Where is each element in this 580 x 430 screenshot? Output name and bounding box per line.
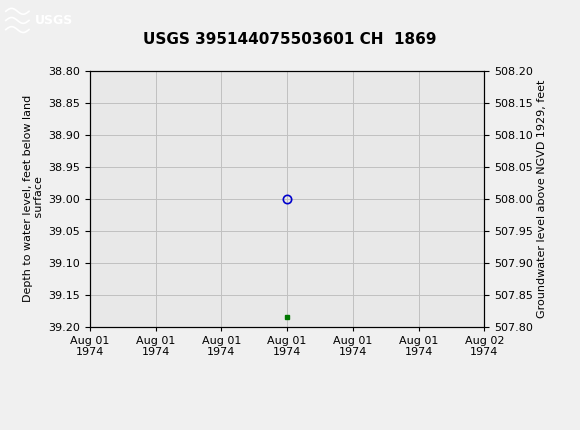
Y-axis label: Groundwater level above NGVD 1929, feet: Groundwater level above NGVD 1929, feet — [537, 80, 547, 318]
Y-axis label: Depth to water level, feet below land
 surface: Depth to water level, feet below land su… — [23, 95, 44, 302]
Text: USGS: USGS — [35, 14, 73, 27]
Text: USGS 395144075503601 CH  1869: USGS 395144075503601 CH 1869 — [143, 32, 437, 47]
